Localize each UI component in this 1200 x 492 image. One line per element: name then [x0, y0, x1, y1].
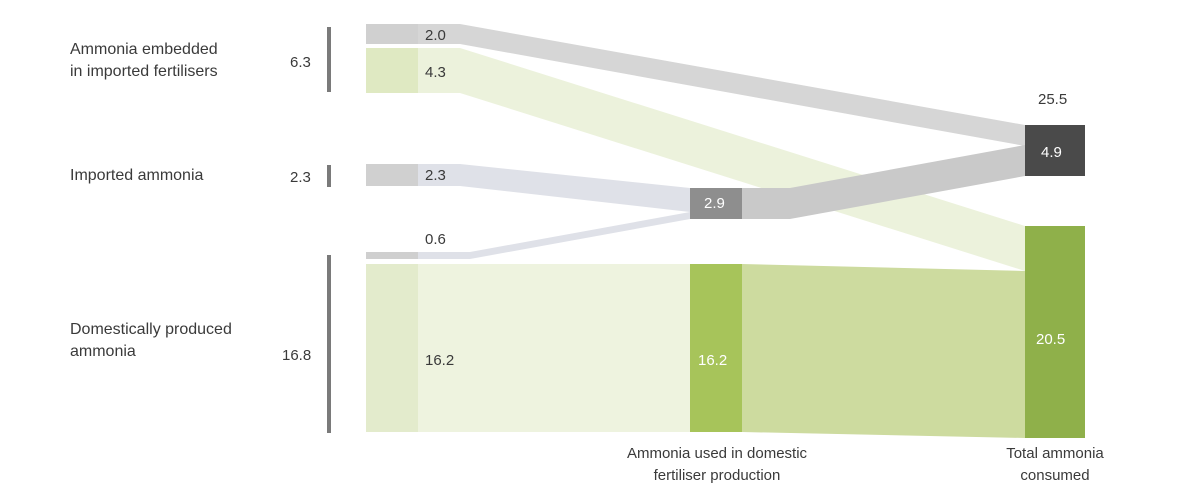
total-grey-value: 4.9 [1041, 144, 1062, 161]
node-source-imported-fertiliser-grey [366, 24, 418, 44]
node-total-grey [1025, 125, 1085, 176]
source-label-imported-fertiliser-line2: in imported fertilisers [70, 63, 218, 80]
bracket-imported-ammonia [327, 165, 331, 187]
middle-column-label-line2: fertiliser production [654, 467, 781, 484]
total-value: 25.5 [1038, 91, 1067, 108]
node-source-imported-ammonia [366, 164, 418, 186]
total-column-label-line1: Total ammonia [1006, 445, 1104, 462]
flow-imported-ammonia [418, 164, 690, 212]
middle-green-value: 16.2 [698, 352, 727, 369]
source-label-domestic-line2: ammonia [70, 343, 136, 360]
node-source-domestic-green [366, 264, 418, 432]
flow-label-4-3: 4.3 [425, 64, 446, 81]
flow-label-2-3: 2.3 [425, 167, 446, 184]
node-middle-green [690, 264, 742, 432]
node-source-domestic-grey [366, 252, 418, 259]
flow-label-16-2: 16.2 [425, 352, 454, 369]
source-total-imported-ammonia: 2.3 [290, 169, 311, 186]
total-green-value: 20.5 [1036, 331, 1065, 348]
node-total-green [1025, 226, 1085, 438]
source-total-imported-fertiliser: 6.3 [290, 54, 311, 71]
flow-middle-grey-to-total [742, 145, 1025, 219]
source-label-domestic-line1: Domestically produced [70, 321, 232, 338]
flow-domestic-green [418, 264, 690, 432]
source-label-imported-ammonia: Imported ammonia [70, 167, 203, 184]
source-brackets [327, 27, 331, 433]
flow-domestic-grey [418, 212, 690, 259]
node-source-imported-fertiliser-green [366, 48, 418, 93]
middle-grey-value: 2.9 [704, 195, 725, 212]
total-column-label-line2: consumed [1020, 467, 1089, 484]
flow-imported-fertiliser-grey [418, 24, 1025, 146]
flow-label-0-6: 0.6 [425, 231, 446, 248]
flow-imported-fertiliser-green [418, 48, 1025, 271]
bracket-domestic [327, 255, 331, 433]
source-label-imported-fertiliser-line1: Ammonia embedded [70, 41, 218, 58]
flow-label-2-0: 2.0 [425, 27, 446, 44]
flow-ribbons [418, 24, 1025, 438]
source-total-domestic: 16.8 [282, 347, 311, 364]
middle-column-label-line1: Ammonia used in domestic [627, 445, 808, 462]
node-middle-grey [690, 188, 742, 219]
nodes [366, 24, 1085, 438]
flow-middle-green-to-total [742, 264, 1025, 438]
bracket-imported-fertiliser [327, 27, 331, 92]
